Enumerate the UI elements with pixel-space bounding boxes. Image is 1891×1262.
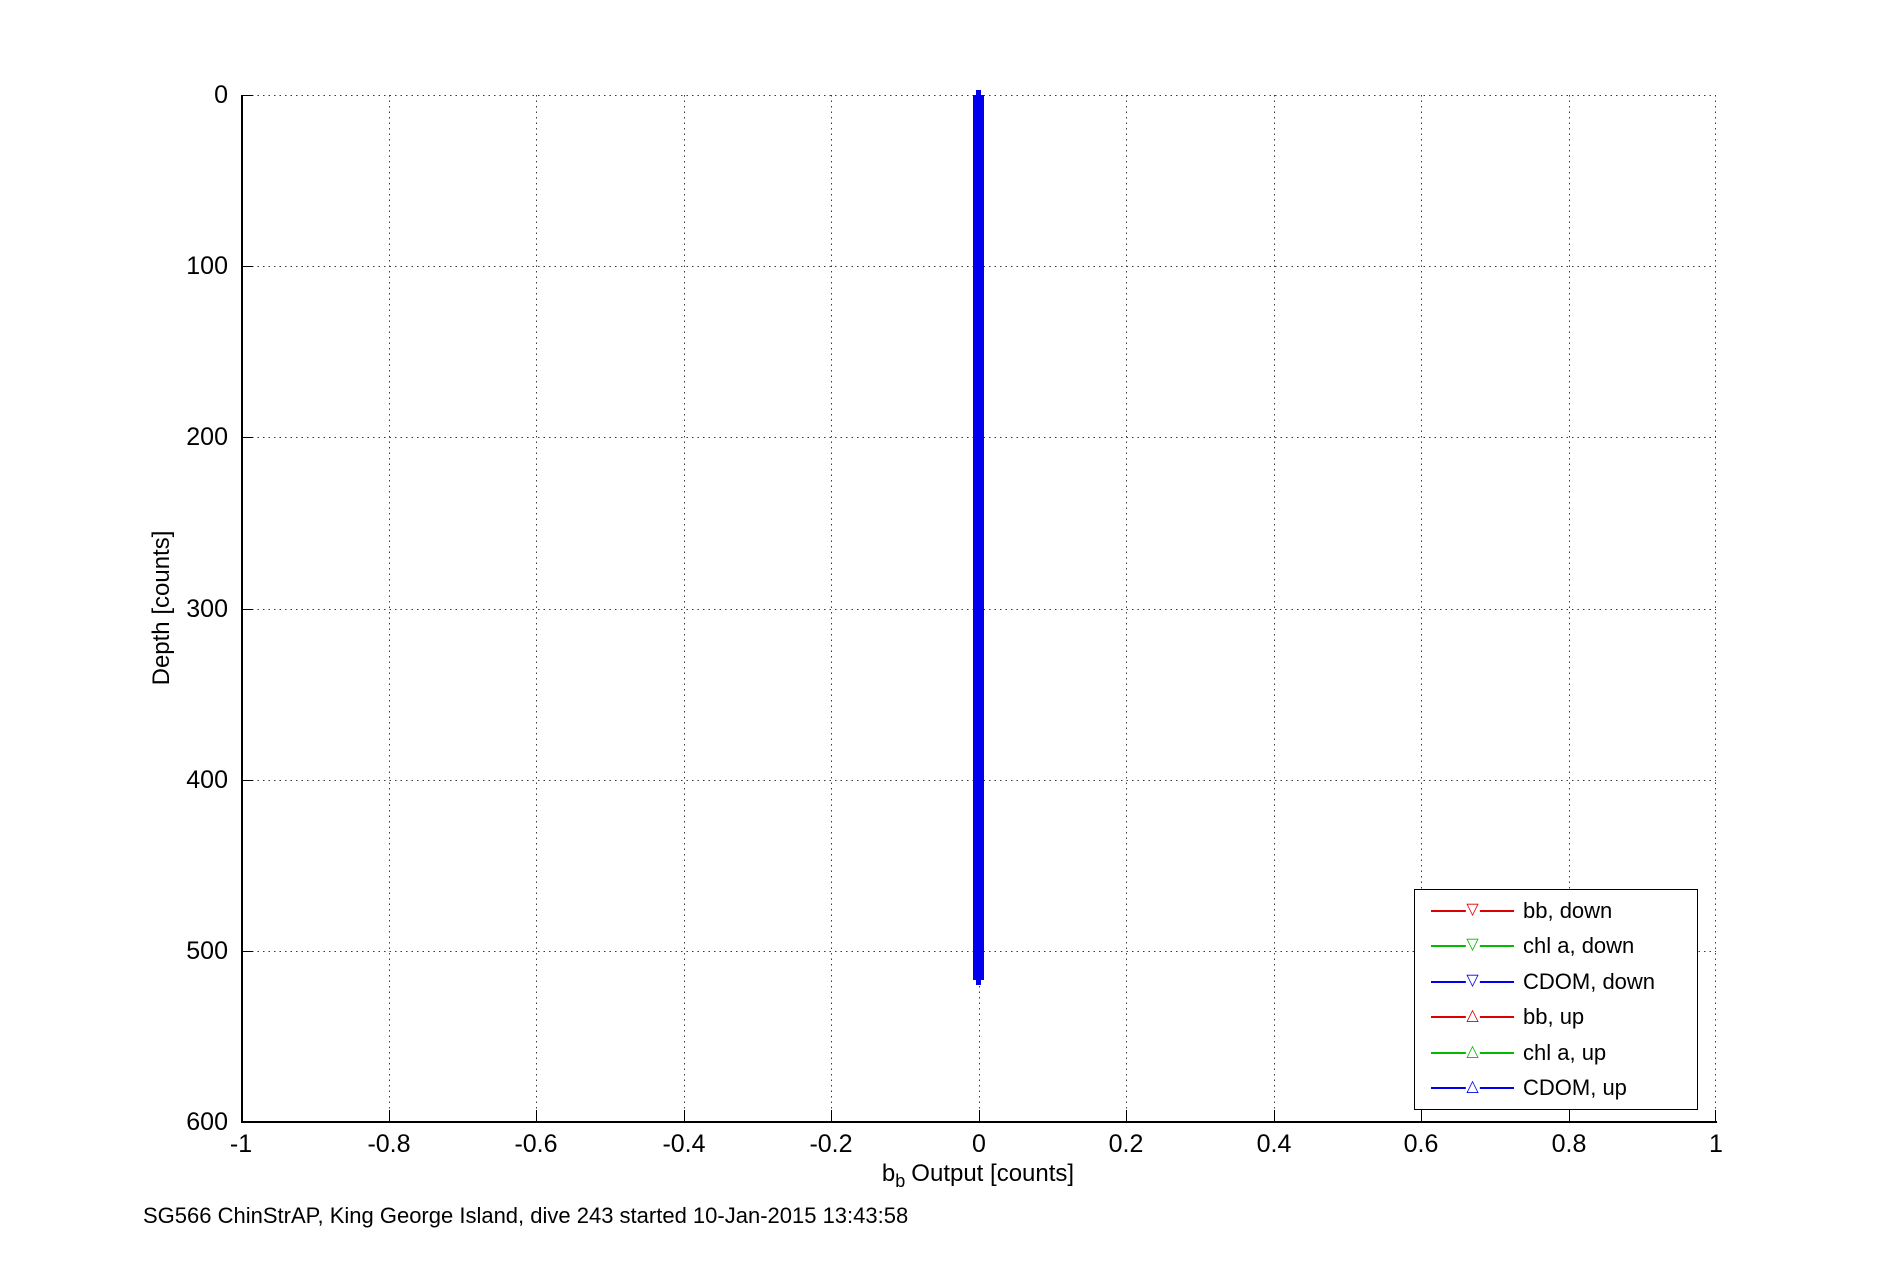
y-tick-mark [241, 780, 253, 781]
y-tick-label: 200 [186, 423, 228, 451]
x-tick-mark [1715, 1110, 1716, 1122]
triangle-down-icon: ▽ [1465, 971, 1480, 989]
y-tick-label: 400 [186, 766, 228, 794]
vertical-gridline [389, 95, 390, 1122]
x-tick-mark [536, 1110, 537, 1122]
vertical-gridline [1126, 95, 1127, 1122]
vertical-gridline [831, 95, 832, 1122]
legend-line-sample: ▽ [1431, 972, 1514, 992]
x-tick-mark [1274, 1110, 1275, 1122]
legend-line-sample: △ [1431, 1078, 1514, 1098]
x-tick-label: 0.6 [1403, 1130, 1439, 1158]
x-tick-label: -0.6 [514, 1130, 558, 1158]
vertical-gridline [1569, 95, 1570, 1122]
triangle-up-icon: △ [1465, 1078, 1480, 1096]
x-tick-mark [1569, 1110, 1570, 1122]
y-axis-line [241, 95, 243, 1123]
triangle-down-icon: ▽ [1465, 900, 1480, 918]
legend-label: CDOM, up [1523, 1075, 1627, 1101]
x-tick-label: -1 [229, 1130, 253, 1158]
x-tick-label: -0.2 [809, 1130, 853, 1158]
legend-line-sample: △ [1431, 1043, 1514, 1063]
x-tick-label: -0.8 [367, 1130, 411, 1158]
legend-item: ▽ bb, down [1415, 894, 1697, 928]
x-tick-label: 1 [1709, 1130, 1723, 1158]
x-tick-mark [1126, 1110, 1127, 1122]
legend-item: △ CDOM, up [1415, 1071, 1697, 1105]
series-line-cdom-up [973, 95, 984, 980]
legend-item: △ chl a, up [1415, 1036, 1697, 1070]
legend-line-sample: ▽ [1431, 936, 1514, 956]
legend-line-sample: △ [1431, 1007, 1514, 1027]
y-tick-mark [241, 266, 253, 267]
y-tick-label: 600 [186, 1108, 228, 1136]
legend-label: chl a, up [1523, 1039, 1607, 1065]
y-axis-label: Depth [counts] [148, 530, 175, 686]
x-tick-label: 0.4 [1256, 1130, 1292, 1158]
legend-item: ▽ chl a, down [1415, 929, 1697, 963]
x-axis-label: bb Output [counts] [882, 1160, 1074, 1192]
legend-label: bb, up [1523, 1004, 1585, 1030]
triangle-up-icon: △ [1465, 1007, 1480, 1025]
vertical-gridline [684, 95, 685, 1122]
series-line-cdom-up-bottom-tip [976, 980, 981, 985]
legend-label: CDOM, down [1523, 968, 1656, 994]
x-tick-label: 0.8 [1551, 1130, 1587, 1158]
x-tick-label: 0.2 [1108, 1130, 1144, 1158]
x-tick-mark [684, 1110, 685, 1122]
legend-label: bb, down [1523, 897, 1613, 923]
legend-label: chl a, down [1523, 933, 1635, 959]
x-axis-line [241, 1121, 1717, 1123]
y-tick-label: 100 [186, 252, 228, 280]
y-tick-label: 0 [214, 81, 228, 109]
y-tick-mark [241, 437, 253, 438]
triangle-up-icon: △ [1465, 1042, 1480, 1060]
legend-item: ▽ CDOM, down [1415, 965, 1697, 999]
x-tick-label: 0 [972, 1130, 986, 1158]
x-axis-label-base: b [881, 1160, 896, 1187]
x-tick-label: -0.4 [662, 1130, 706, 1158]
vertical-gridline [1421, 95, 1422, 1122]
y-tick-mark [241, 951, 253, 952]
vertical-gridline [1274, 95, 1275, 1122]
x-axis-label-rest: Output [counts] [911, 1160, 1075, 1187]
y-tick-mark [241, 609, 253, 610]
vertical-gridline [536, 95, 537, 1122]
figure-caption: SG566 ChinStrAP, King George Island, div… [143, 1203, 909, 1228]
triangle-down-icon: ▽ [1465, 936, 1480, 954]
legend: ▽ bb, down ▽ chl a, down ▽ CDOM, down △ bb, up △… [1414, 889, 1698, 1110]
legend-item: △ bb, up [1415, 1000, 1697, 1034]
y-tick-mark [241, 95, 253, 96]
x-tick-mark [831, 1110, 832, 1122]
vertical-gridline [1715, 95, 1716, 1122]
x-tick-mark [1421, 1110, 1422, 1122]
x-tick-mark [979, 1110, 980, 1122]
series-line-cdom-up-top-tip [976, 90, 981, 95]
y-tick-label: 500 [186, 937, 228, 965]
legend-line-sample: ▽ [1431, 901, 1514, 921]
x-axis-label-subscript: b [895, 1170, 906, 1191]
x-tick-mark [389, 1110, 390, 1122]
y-tick-label: 300 [186, 595, 228, 623]
